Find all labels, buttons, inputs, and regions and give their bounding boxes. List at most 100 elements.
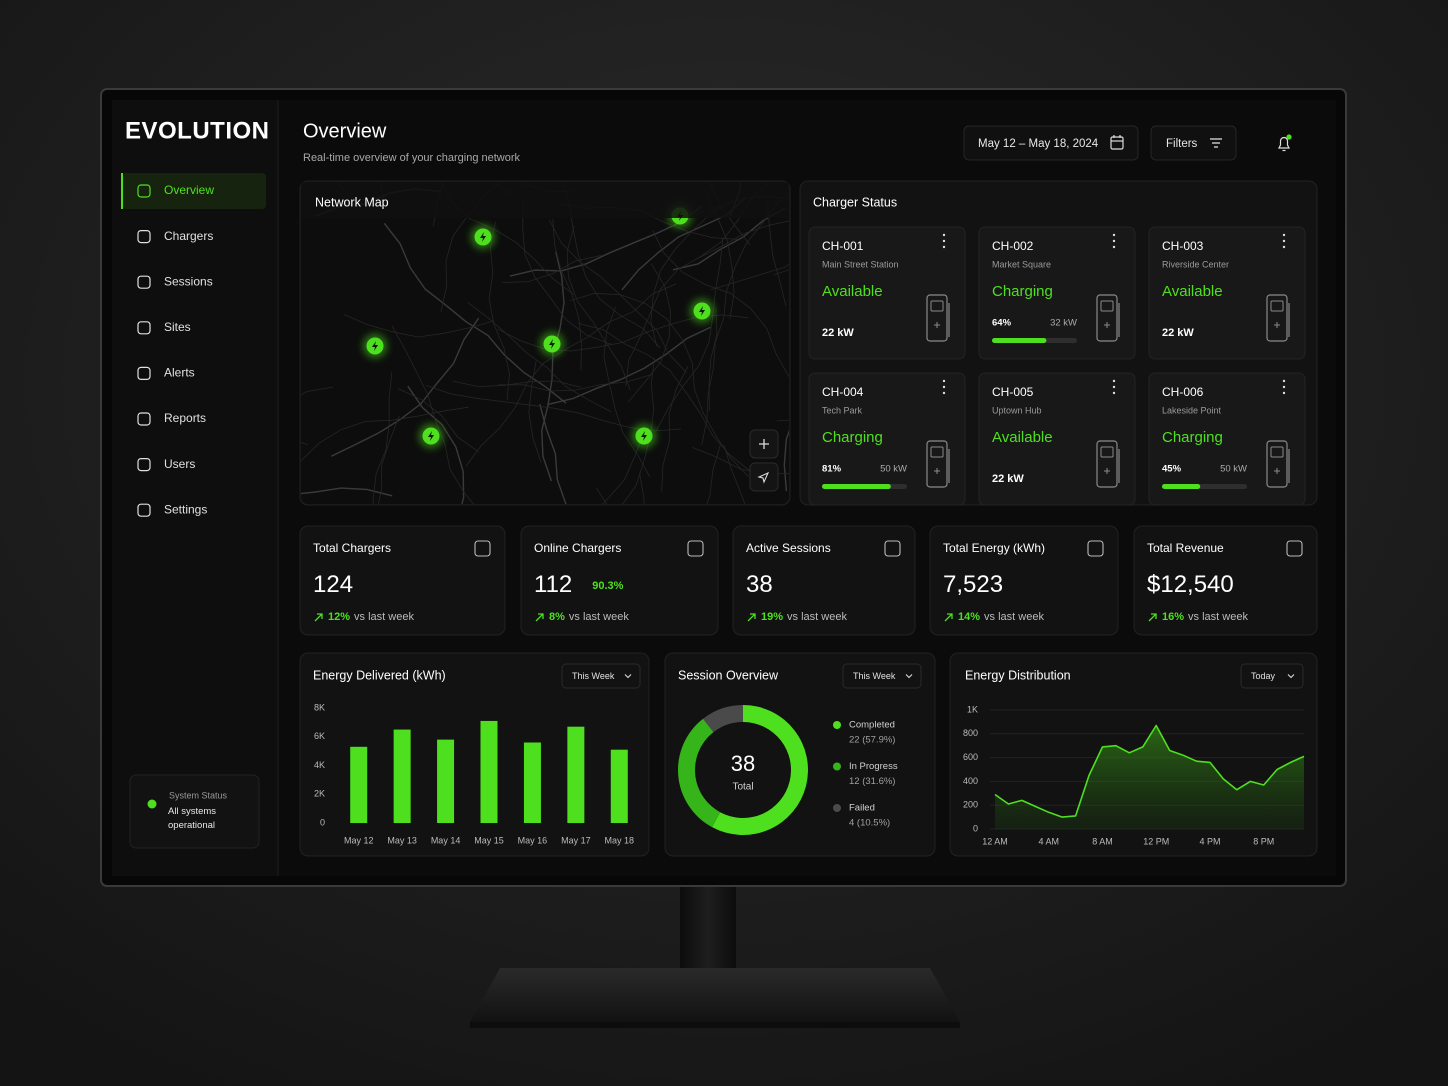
chart-title: Session Overview: [678, 668, 779, 682]
map-road: [465, 283, 677, 467]
x-tick-label: May 12: [344, 835, 374, 845]
charger-card[interactable]: [808, 372, 966, 506]
period-dropdown[interactable]: [1240, 663, 1304, 689]
kpi-change: 19%: [761, 611, 783, 623]
filters-button[interactable]: [1150, 125, 1237, 161]
progress-bar: [992, 338, 1047, 343]
period-label[interactable]: Today: [1251, 671, 1276, 681]
nav-label[interactable]: Chargers: [164, 229, 213, 243]
period-dropdown[interactable]: [561, 663, 641, 689]
map-road: [672, 207, 786, 271]
date-range-label[interactable]: May 12 – May 18, 2024: [978, 138, 1099, 150]
map-road: [566, 226, 631, 391]
station-bolt: [549, 339, 555, 349]
charger-power: 22 kW: [822, 327, 854, 339]
calendar-icon: [1110, 135, 1124, 150]
x-tick-label: May 18: [605, 835, 635, 845]
charger-icon-plus: [934, 322, 940, 328]
charger-card[interactable]: [1148, 226, 1306, 360]
kebab-dot: [1112, 385, 1116, 389]
nav-icon: [137, 503, 151, 517]
nav-label[interactable]: Alerts: [164, 366, 195, 380]
kpi-value-line: 112 90.3%: [534, 571, 624, 598]
map-road: [766, 203, 787, 306]
kpi-change: 8%: [549, 611, 565, 623]
charger-icon: [926, 440, 948, 488]
charger-icon-screen: [930, 446, 944, 458]
kpi-icon: [884, 540, 901, 557]
legend-label: In Progress: [849, 761, 898, 772]
charger-id: CH-002: [992, 239, 1034, 253]
charger-status: Charging: [822, 429, 883, 446]
nav-label[interactable]: Users: [164, 457, 195, 471]
nav-active-bar: [121, 173, 123, 209]
map-canvas[interactable]: [133, 7, 899, 674]
charger-location: Lakeside Point: [1162, 405, 1222, 415]
kpi-card: [520, 525, 719, 636]
map-road: [502, 255, 602, 283]
period-label[interactable]: This Week: [853, 671, 896, 681]
system-status-text: All systems operational: [168, 806, 217, 831]
brand-logo[interactable]: EVOLUTION: [125, 117, 270, 144]
system-status-title: System Status: [169, 790, 228, 800]
charger-id: CH-005: [992, 385, 1034, 399]
map-road: [604, 358, 655, 504]
charger-card[interactable]: [808, 226, 966, 360]
map-road: [365, 371, 405, 504]
kpi-card: [299, 525, 506, 636]
kpi-change-line: 14% vs last week: [958, 611, 1044, 623]
map-road: [425, 182, 575, 295]
date-range-button[interactable]: [963, 125, 1139, 161]
nav-label[interactable]: Settings: [164, 502, 207, 516]
charger-power: 32 kW: [1050, 318, 1077, 329]
locate-icon: [757, 471, 770, 484]
x-tick-label: 4 PM: [1199, 836, 1220, 846]
map-road: [541, 251, 565, 482]
donut-segment: [678, 718, 721, 828]
kebab-dot: [942, 379, 946, 383]
bar: [393, 729, 411, 823]
dropdown-chevron: [1287, 674, 1295, 679]
kpi-change-note: vs last week: [787, 611, 847, 623]
charger-card[interactable]: [1148, 372, 1306, 506]
x-tick-label: 12 PM: [1143, 836, 1169, 846]
nav-label[interactable]: Sites: [164, 320, 191, 334]
charger-status: Charging: [1162, 429, 1223, 446]
kpi-value-line: 7,523: [943, 571, 1003, 598]
dropdown-chevron: [624, 674, 632, 679]
period-dropdown[interactable]: [842, 663, 922, 689]
charger-card[interactable]: [978, 226, 1136, 360]
dropdown-chevron: [905, 674, 913, 679]
filters-label[interactable]: Filters: [1166, 138, 1198, 150]
legend-value: 12 (31.6%): [849, 776, 895, 787]
nav-label[interactable]: Overview: [164, 183, 214, 197]
progress-bar: [1162, 484, 1201, 489]
kpi-change-line: 8% vs last week: [549, 611, 629, 623]
kpi-title: Total Energy (kWh): [943, 541, 1045, 555]
period-label[interactable]: This Week: [572, 671, 615, 681]
nav-label[interactable]: Sessions: [164, 274, 213, 288]
kebab-dot: [1282, 245, 1286, 249]
charger-card[interactable]: [978, 372, 1136, 506]
nav-label[interactable]: Reports: [164, 411, 206, 425]
notification-bell[interactable]: [1278, 134, 1292, 152]
trend-arrow: [1148, 613, 1157, 622]
legend-dot: [833, 721, 841, 729]
map-road: [661, 366, 689, 492]
kpi-value-line: 38: [746, 571, 773, 598]
legend-label: Completed: [849, 720, 895, 731]
kebab-dot: [942, 385, 946, 389]
charger-icon: [926, 294, 948, 342]
map-road: [539, 403, 622, 504]
charger-location: Uptown Hub: [992, 405, 1042, 415]
charger-status-title: Charger Status: [813, 195, 897, 209]
kebab-dot: [1282, 379, 1286, 383]
kpi-card: [732, 525, 916, 636]
kpi-value: 7,523: [943, 571, 1003, 598]
bar: [523, 742, 541, 823]
kpi-change-note: vs last week: [569, 611, 629, 623]
map-road: [547, 326, 711, 406]
trend-arrow: [944, 613, 953, 622]
kebab-dot: [1282, 385, 1286, 389]
locate-button[interactable]: [749, 462, 779, 492]
